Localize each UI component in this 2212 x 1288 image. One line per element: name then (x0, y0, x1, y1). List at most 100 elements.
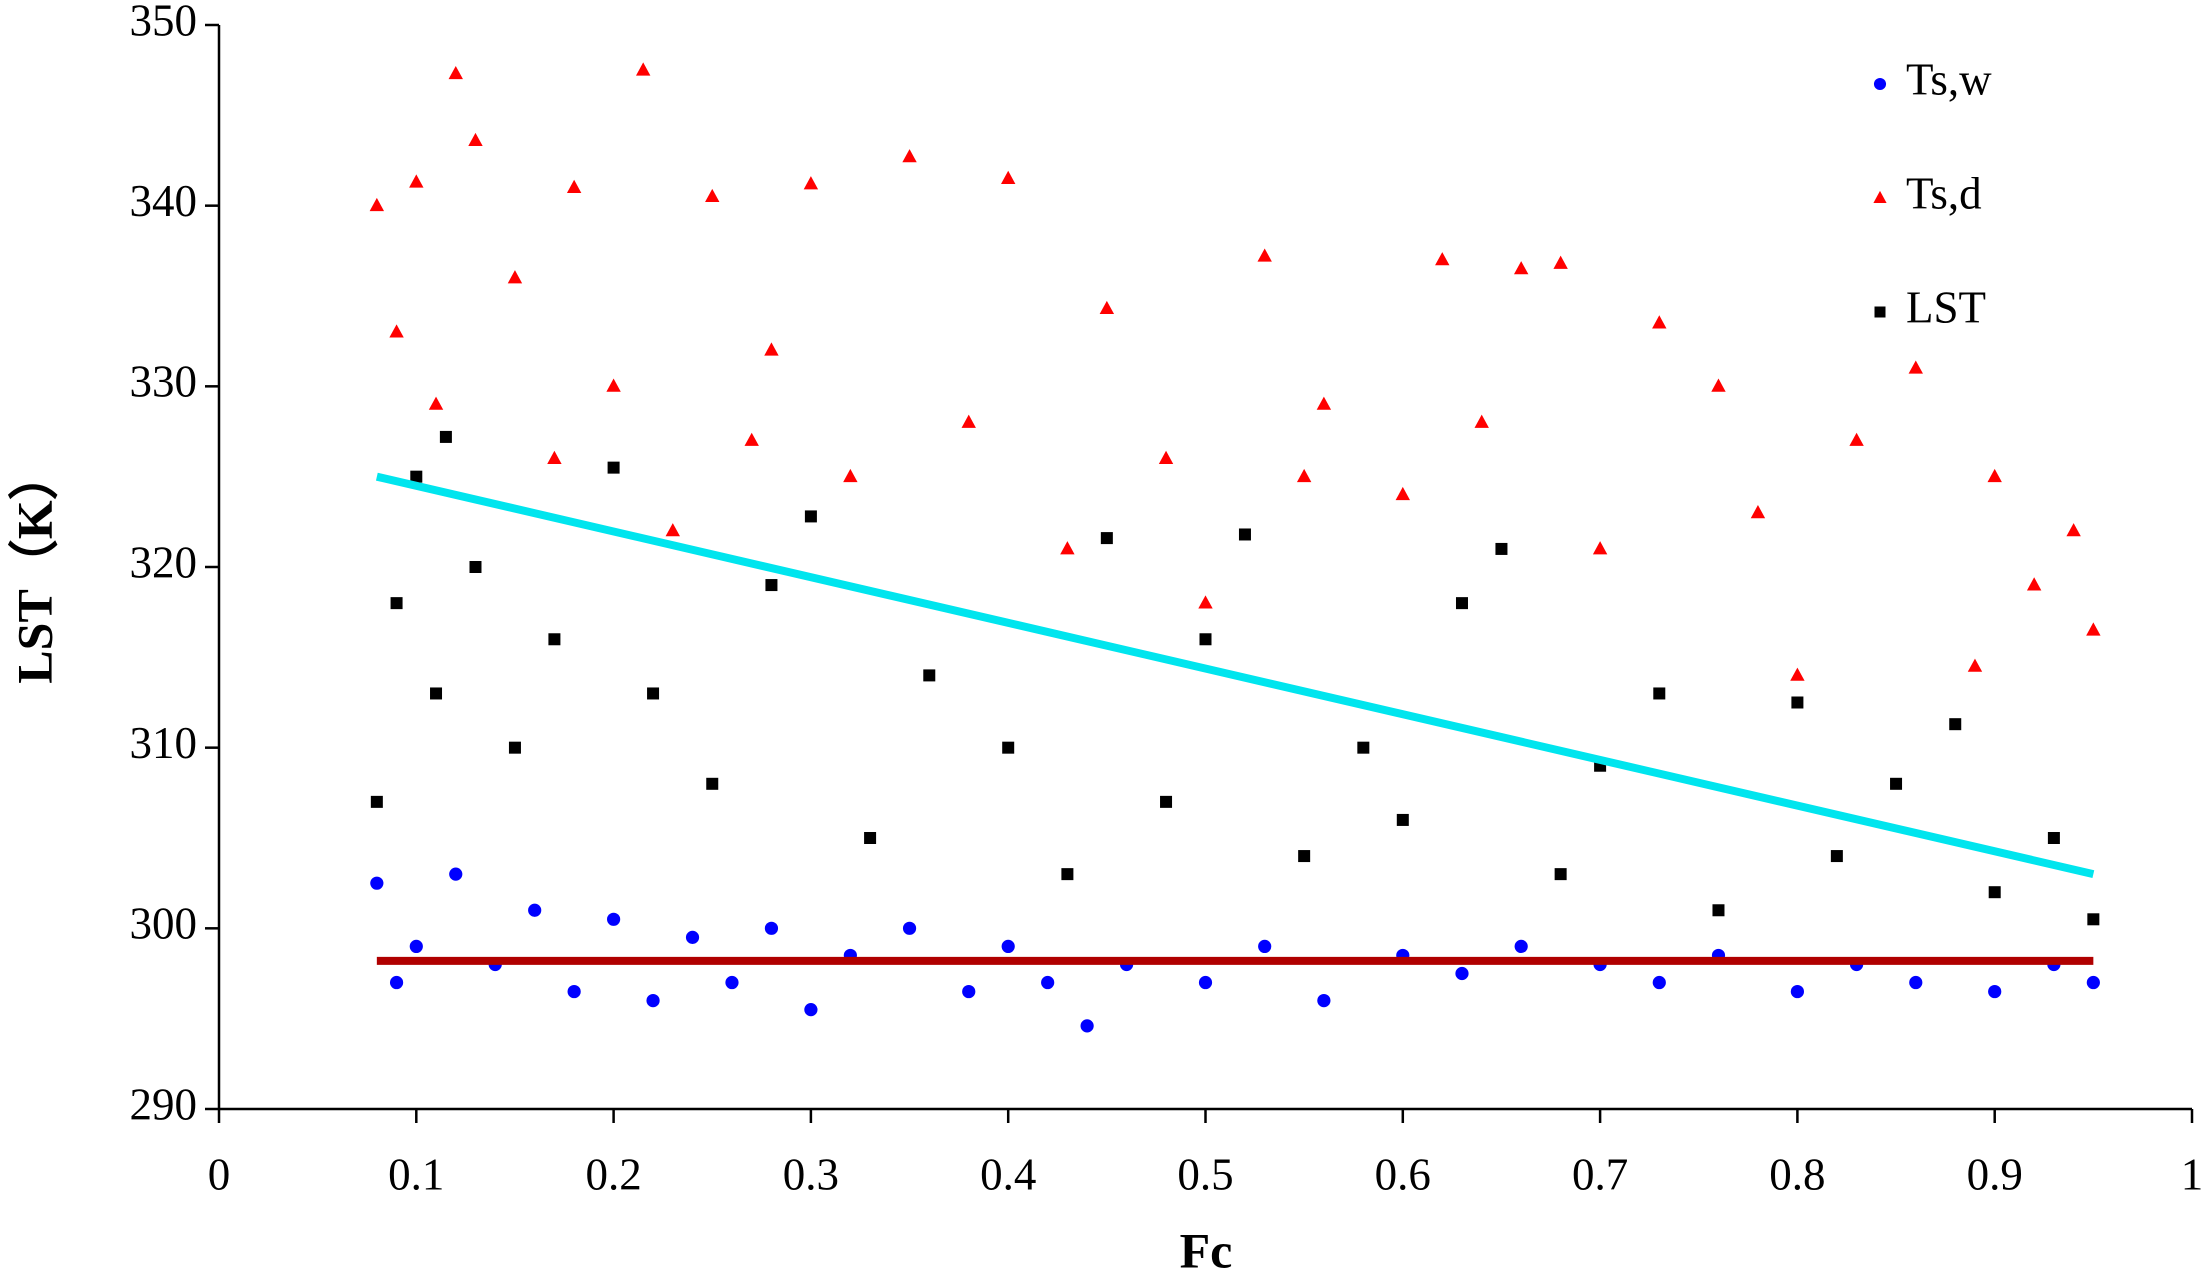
point (1514, 939, 1528, 954)
point (410, 470, 423, 483)
point (566, 179, 582, 193)
y-tick-label: 290 (130, 1079, 198, 1129)
legend-label: LST (1906, 282, 1986, 332)
point (428, 396, 444, 410)
point (370, 795, 383, 808)
x-tick-label: 0.9 (1967, 1149, 2023, 1199)
point (2066, 523, 2081, 537)
point (449, 867, 463, 881)
point (1435, 252, 1450, 266)
legend-marker (1873, 77, 1887, 91)
point (1002, 741, 1015, 754)
point (2047, 832, 2060, 844)
point (430, 687, 443, 700)
point (2087, 913, 2100, 926)
point (765, 579, 778, 592)
point (1160, 795, 1173, 808)
point (1060, 541, 1075, 555)
point (409, 939, 423, 954)
point (1750, 505, 1766, 519)
point (1395, 486, 1410, 501)
point (1988, 984, 2002, 999)
point (370, 876, 384, 890)
point (1652, 315, 1667, 329)
point (390, 597, 403, 610)
point (1949, 718, 1962, 731)
legend-marker (1874, 306, 1886, 318)
point (2086, 975, 2100, 990)
point (607, 912, 621, 926)
point (1988, 886, 2001, 899)
point (409, 174, 424, 188)
point (1238, 528, 1251, 541)
legend-label: Ts,w (1906, 54, 1992, 104)
point (1652, 975, 1666, 990)
point (389, 324, 404, 338)
point (1554, 868, 1567, 881)
point (1790, 667, 1805, 681)
x-tick-label: 0 (208, 1149, 231, 1199)
x-tick-label: 1 (2181, 1149, 2204, 1199)
point (962, 984, 976, 999)
y-tick-label: 300 (130, 899, 198, 949)
point (646, 994, 660, 1008)
point (547, 450, 562, 464)
point (1158, 450, 1174, 464)
point (1298, 850, 1311, 863)
point (1199, 633, 1212, 646)
point (1257, 248, 1272, 262)
legend-marker (1873, 190, 1887, 203)
point (1357, 741, 1370, 754)
point (528, 903, 542, 917)
point (1890, 777, 1903, 790)
y-tick-label: 310 (130, 718, 198, 768)
point (1513, 261, 1529, 275)
point (1790, 984, 1804, 999)
point (647, 687, 660, 700)
point (607, 461, 620, 474)
point (804, 510, 817, 523)
point (1653, 687, 1666, 700)
point (1455, 966, 1469, 981)
point (1396, 813, 1409, 826)
point (804, 1003, 818, 1017)
point (665, 523, 680, 537)
x-tick-label: 0.6 (1375, 1149, 1431, 1199)
point (725, 975, 739, 990)
point (1001, 939, 1015, 954)
point (1061, 868, 1074, 881)
point (1455, 597, 1468, 610)
point (2026, 577, 2042, 591)
point (1198, 975, 1213, 990)
legend-label: Ts,d (1906, 168, 1982, 218)
x-tick-label: 0.5 (1177, 1149, 1233, 1199)
point (923, 669, 936, 682)
point (468, 132, 483, 147)
point (389, 975, 404, 990)
point (705, 188, 720, 203)
point (1317, 994, 1331, 1008)
point (567, 984, 581, 999)
point (744, 432, 759, 446)
point (1711, 378, 1726, 392)
x-tick-label: 0.2 (585, 1149, 641, 1199)
point (635, 62, 651, 76)
point (606, 378, 621, 392)
point (508, 741, 521, 754)
y-tick-label: 340 (130, 176, 198, 226)
point (507, 270, 523, 284)
point (902, 149, 917, 163)
point (1830, 850, 1843, 863)
point (902, 921, 917, 935)
point (469, 561, 482, 573)
y-tick-label: 350 (130, 0, 198, 45)
point (1099, 300, 1115, 315)
y-tick-label: 320 (130, 537, 198, 587)
point (1712, 904, 1725, 917)
point (1908, 360, 1923, 374)
point (1080, 1019, 1094, 1033)
point (448, 65, 463, 80)
point (1553, 255, 1568, 269)
